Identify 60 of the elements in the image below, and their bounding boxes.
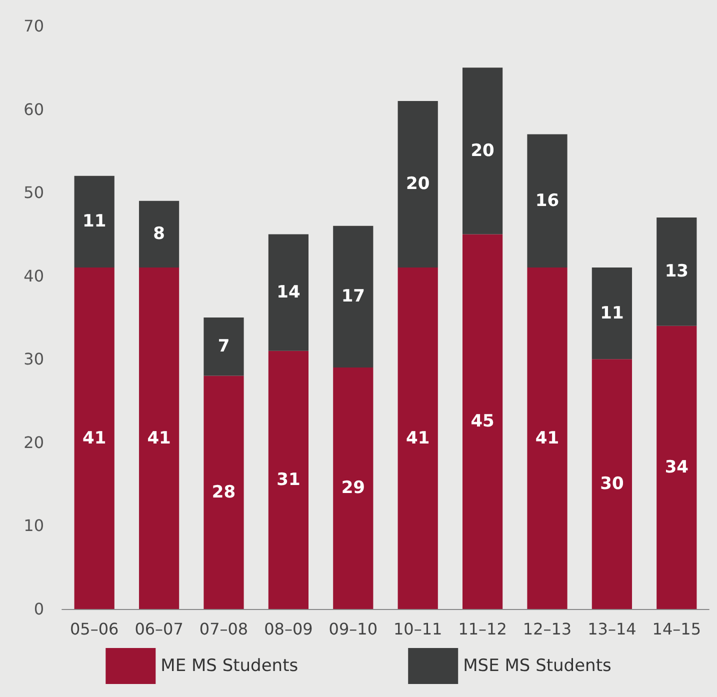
x-tick-label: 10–11 (393, 620, 442, 638)
bar (592, 359, 632, 609)
bar (333, 367, 374, 609)
data-label: 28 (212, 482, 236, 502)
x-tick-label: 11–12 (458, 620, 507, 638)
y-tick-label: 40 (24, 266, 44, 286)
bar (656, 218, 697, 326)
bar (268, 350, 309, 609)
x-tick-label: 08–09 (264, 620, 313, 638)
bar (74, 268, 114, 609)
y-tick-label: 0 (34, 600, 44, 618)
x-tick-label: 06–07 (134, 620, 184, 638)
bar (138, 200, 180, 268)
data-label: 30 (600, 474, 624, 494)
bar (333, 226, 374, 368)
x-tick-label: 13–14 (588, 620, 636, 638)
data-label: 11 (82, 212, 106, 232)
data-label: 45 (470, 412, 494, 432)
data-label: 31 (276, 470, 300, 490)
data-label: 13 (664, 262, 688, 282)
data-label: 41 (535, 428, 560, 448)
data-label: 20 (470, 140, 495, 161)
data-label: 41 (147, 428, 171, 448)
y-tick-label: 60 (24, 100, 44, 119)
x-tick-label: 05–06 (70, 620, 119, 638)
bar (527, 134, 568, 268)
bar (527, 268, 568, 609)
bar (204, 376, 244, 609)
legend-label: ME MS Students (160, 656, 298, 676)
data-label: 14 (276, 282, 300, 303)
y-tick-label: 70 (24, 16, 44, 36)
y-tick-label: 50 (24, 183, 44, 202)
data-label: 8 (153, 224, 165, 244)
data-label: 41 (406, 428, 430, 448)
y-tick-label: 10 (24, 516, 44, 536)
x-tick-label: 12–13 (522, 620, 572, 638)
bar (656, 326, 697, 609)
bar (462, 234, 503, 609)
bar (592, 268, 632, 360)
bar (268, 234, 309, 351)
data-label: 34 (664, 457, 689, 478)
bar (398, 100, 438, 268)
legend-label: MSE MS Students (463, 656, 612, 676)
data-label: 29 (341, 478, 365, 498)
x-tick-label: 09–10 (328, 620, 378, 638)
data-label: 11 (600, 303, 624, 324)
data-label: 20 (406, 174, 430, 194)
bar (74, 176, 114, 268)
bar (398, 268, 438, 609)
data-label: 17 (341, 286, 365, 307)
bar (138, 268, 180, 609)
y-tick-label: 30 (24, 350, 44, 369)
bar (204, 318, 244, 376)
x-tick-label: 07–08 (199, 620, 248, 638)
data-label: 16 (535, 190, 560, 211)
x-tick-label: 14–15 (652, 620, 702, 638)
bar (462, 68, 503, 234)
data-label: 41 (82, 428, 106, 448)
y-tick-label: 20 (24, 432, 44, 452)
data-label: 7 (218, 336, 230, 357)
